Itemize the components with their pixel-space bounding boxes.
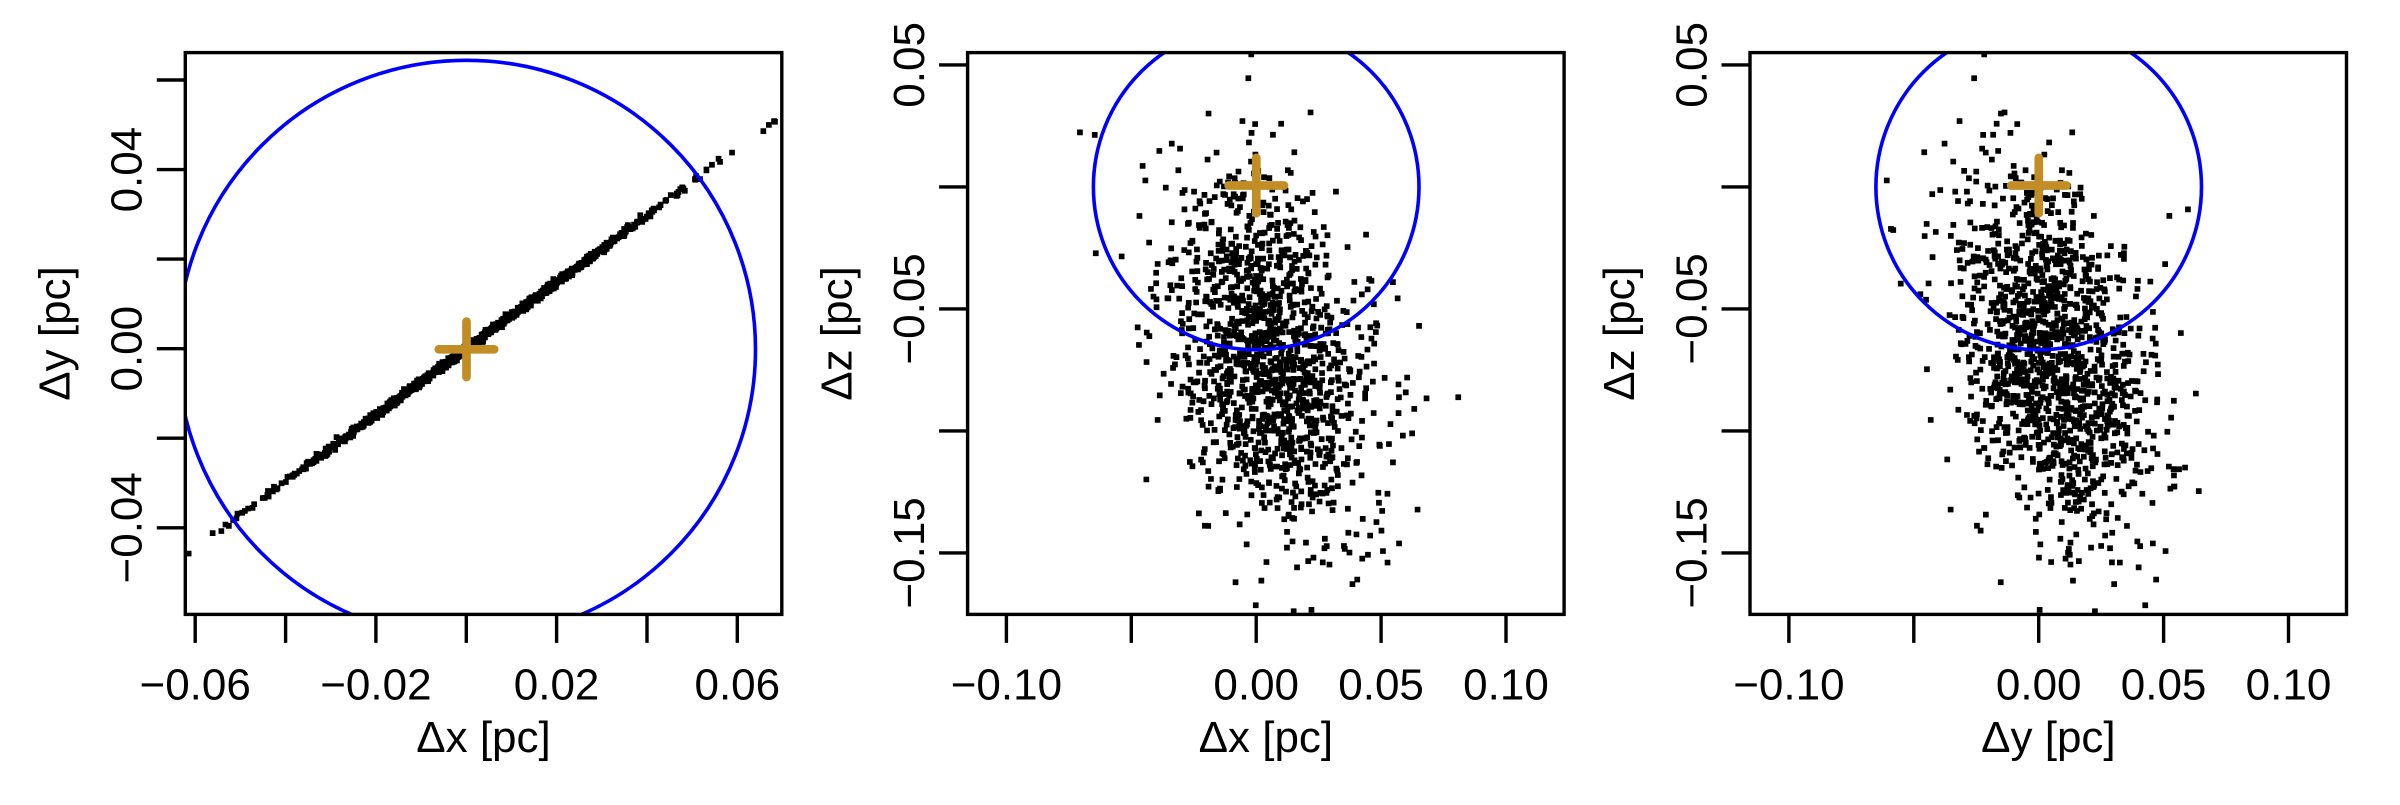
- svg-text:Δx [pc]: Δx [pc]: [1199, 713, 1334, 762]
- svg-text:Δy [pc]: Δy [pc]: [1981, 713, 2116, 762]
- svg-text:−0.10: −0.10: [1733, 661, 1844, 710]
- svg-text:0.00: 0.00: [1213, 661, 1299, 710]
- svg-text:0.05: 0.05: [1668, 22, 1717, 108]
- svg-text:−0.15: −0.15: [885, 497, 934, 608]
- svg-text:0.05: 0.05: [1338, 661, 1424, 710]
- svg-text:Δz [pc]: Δz [pc]: [812, 266, 861, 401]
- svg-text:0.02: 0.02: [514, 661, 600, 710]
- svg-text:Δx [pc]: Δx [pc]: [416, 713, 551, 762]
- svg-text:0.06: 0.06: [694, 661, 780, 710]
- svg-text:0.00: 0.00: [103, 306, 152, 392]
- svg-text:0.10: 0.10: [2246, 661, 2332, 710]
- svg-text:Δz [pc]: Δz [pc]: [1595, 266, 1644, 401]
- svg-text:0.05: 0.05: [885, 22, 934, 108]
- svg-text:−0.02: −0.02: [320, 661, 431, 710]
- svg-text:−0.10: −0.10: [951, 661, 1062, 710]
- svg-text:−0.04: −0.04: [103, 472, 152, 583]
- svg-text:−0.05: −0.05: [1668, 253, 1717, 364]
- svg-text:−0.05: −0.05: [885, 253, 934, 364]
- svg-text:−0.06: −0.06: [140, 661, 251, 710]
- svg-text:Δy [pc]: Δy [pc]: [31, 266, 80, 401]
- svg-text:0.00: 0.00: [1996, 661, 2082, 710]
- svg-text:−0.15: −0.15: [1668, 497, 1717, 608]
- svg-text:0.04: 0.04: [103, 127, 152, 213]
- svg-text:0.10: 0.10: [1463, 661, 1549, 710]
- svg-text:0.05: 0.05: [2121, 661, 2207, 710]
